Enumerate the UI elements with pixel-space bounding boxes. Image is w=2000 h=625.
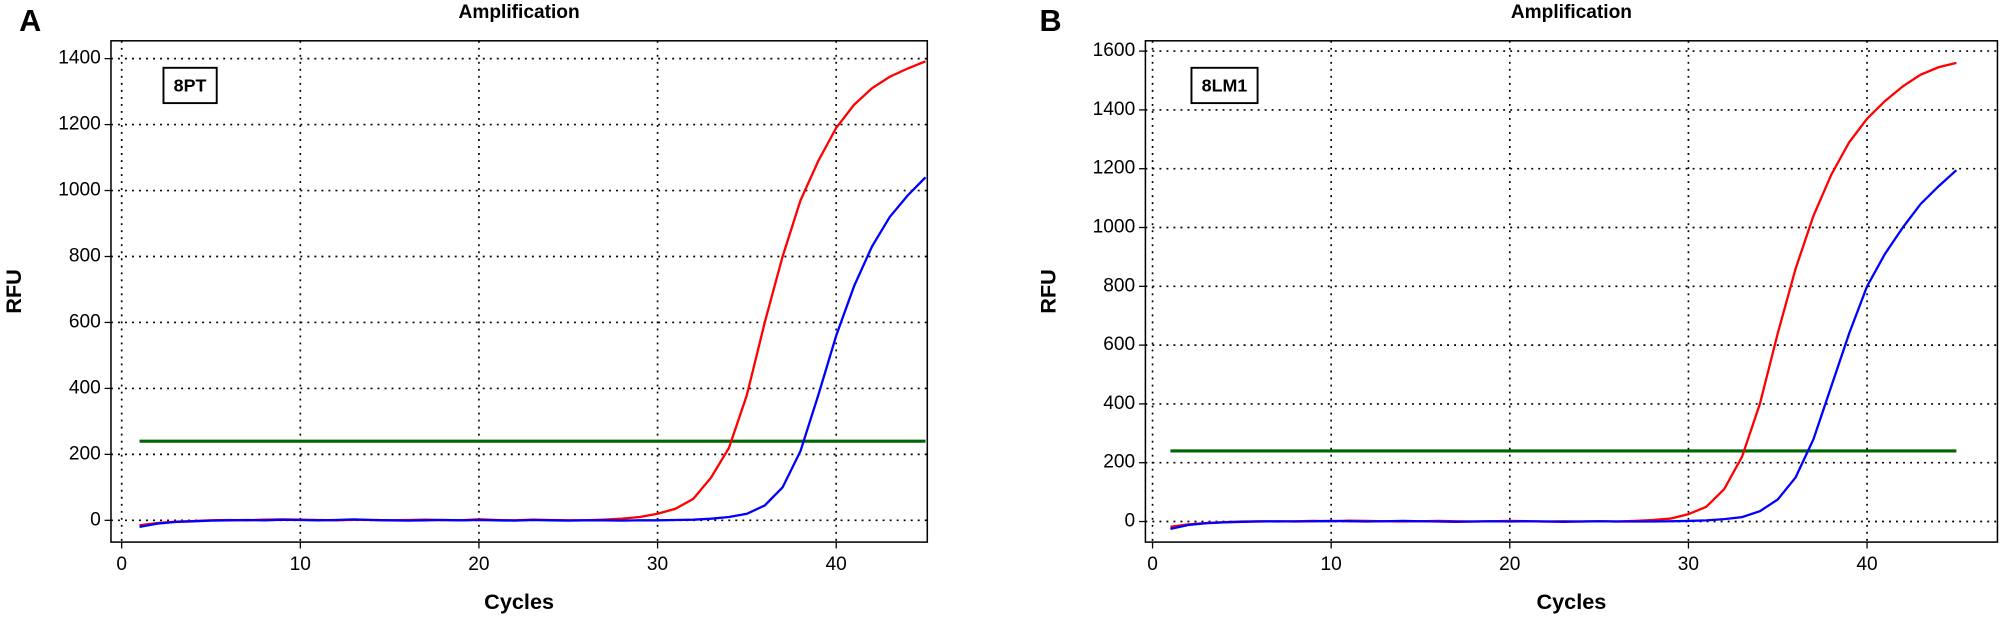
sample-box [162,66,218,105]
y-tick-label: 1400 [1093,99,1136,120]
y-tick-label: 1600 [1093,40,1136,61]
y-tick-label: 400 [69,377,101,398]
x-tick-label: 30 [647,554,668,575]
x-tick-label: 40 [826,554,847,575]
series-line [1170,61,1957,528]
y-tick-label: 800 [1103,275,1135,296]
y-tick-label: 200 [1103,452,1135,473]
chart-title: Amplification [459,2,580,23]
series-line [139,60,926,527]
y-axis-label: RFU [1035,269,1060,314]
x-tick-label: 10 [1321,554,1342,575]
y-tick-label: 1400 [58,48,101,69]
panel-label: B [1040,4,1062,38]
y-tick-label: 600 [1103,334,1135,355]
x-tick-label: 20 [1499,554,1520,575]
y-tick-label: 600 [69,312,101,333]
y-axis-label: RFU [1,269,26,314]
series-line [139,176,927,529]
x-tick-label: 0 [1147,554,1158,575]
y-tick-label: 0 [1125,511,1136,532]
sample-label: 8LM1 [1202,75,1248,95]
y-tick-label: 800 [69,246,101,267]
x-tick-label: 30 [1678,554,1699,575]
x-axis-label: Cycles [484,589,554,614]
x-tick-label: 0 [116,554,127,575]
x-tick-label: 10 [290,554,311,575]
y-tick-label: 1200 [1093,158,1136,179]
y-tick-label: 0 [90,509,101,530]
panel-label: A [19,4,41,38]
series-line [1170,169,1958,530]
y-tick-label: 1000 [1093,217,1136,238]
chart-title: Amplification [1511,2,1632,23]
sample-label: 8PT [174,75,207,95]
plot-frame [1144,40,1999,543]
plot-frame [110,40,929,543]
x-tick-label: 40 [1856,554,1877,575]
y-tick-label: 1200 [58,114,101,135]
x-tick-label: 20 [468,554,489,575]
sample-box [1190,66,1259,105]
y-tick-label: 200 [69,443,101,464]
y-tick-label: 1000 [58,180,101,201]
y-tick-label: 400 [1103,393,1135,414]
x-axis-label: Cycles [1536,589,1606,614]
